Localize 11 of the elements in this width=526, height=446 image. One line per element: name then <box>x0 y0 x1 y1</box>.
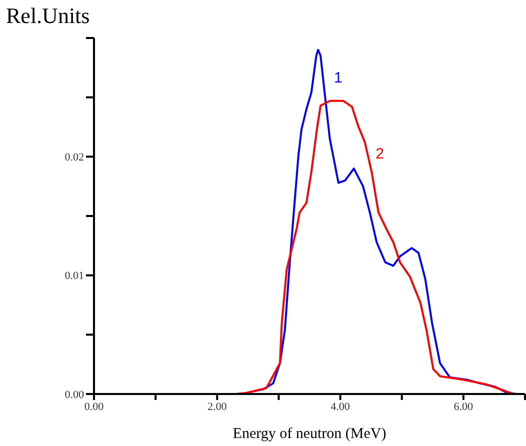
x-axis-title: Energy of neutron (MeV) <box>232 426 386 442</box>
x-tick-label: 6.00 <box>454 400 474 413</box>
x-tick-label: 2.00 <box>208 400 228 413</box>
y-tick-label: 0.01 <box>64 270 84 282</box>
chart-title: Rel.Units <box>6 3 90 29</box>
y-tick-label: 0.00 <box>64 388 84 401</box>
series-label: 1 <box>334 69 342 86</box>
y-tick-label: 0.02 <box>64 152 84 164</box>
series-label: 2 <box>376 145 384 162</box>
x-tick-label: 4.00 <box>330 400 350 413</box>
x-tick-label: 0.00 <box>84 400 104 413</box>
